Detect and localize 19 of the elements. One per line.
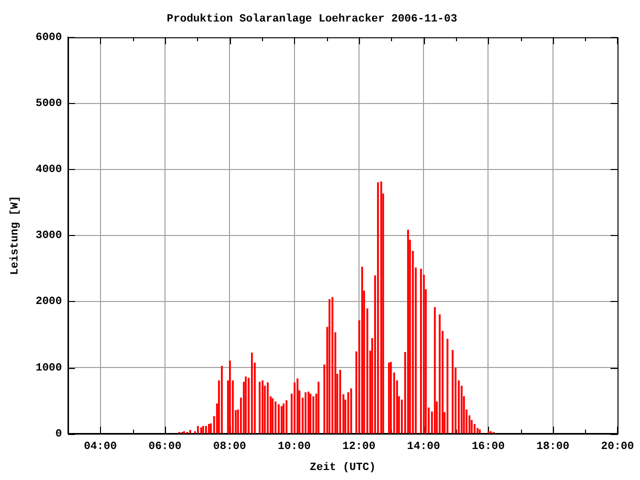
y-tick-label: 3000 xyxy=(36,230,62,242)
y-tick-label: 2000 xyxy=(36,296,62,308)
y-axis-title: Leistung [W] xyxy=(9,196,22,276)
x-axis-title: Zeit (UTC) xyxy=(310,462,376,474)
x-tick-label: 16:00 xyxy=(472,440,505,453)
y-tick-label: 0 xyxy=(55,428,62,440)
x-tick-label: 20:00 xyxy=(600,440,634,453)
x-tick-label: 04:00 xyxy=(84,440,117,453)
x-tick-label: 14:00 xyxy=(407,440,440,453)
x-tick-label: 06:00 xyxy=(148,440,182,453)
x-tick-label: 08:00 xyxy=(213,440,246,453)
y-tick-label: 5000 xyxy=(36,98,62,110)
y-tick-label: 4000 xyxy=(36,164,62,176)
x-tick-label: 12:00 xyxy=(342,440,376,453)
x-tick-label: 18:00 xyxy=(536,440,570,453)
chart-title: Produktion Solaranlage Loehracker 2006-11-03 xyxy=(166,13,458,26)
y-tick-label: 6000 xyxy=(36,32,62,44)
y-tick-label: 1000 xyxy=(36,362,62,374)
x-tick-label: 10:00 xyxy=(278,440,311,453)
